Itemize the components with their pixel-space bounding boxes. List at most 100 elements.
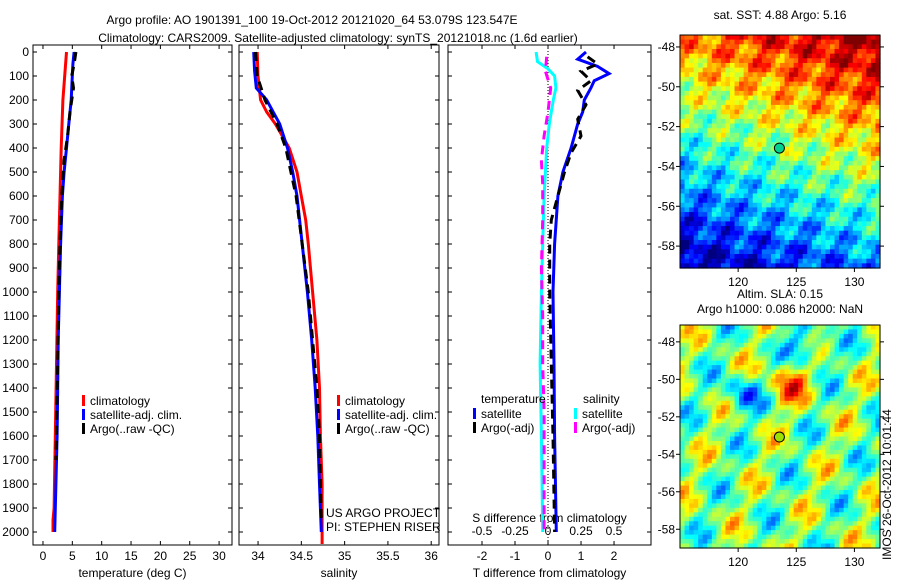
map-cell (848, 342, 854, 348)
map-cell (793, 123, 799, 129)
map-cell (820, 467, 827, 473)
map-cell (866, 423, 872, 429)
map-cell (870, 244, 877, 250)
map-cell (852, 543, 858, 549)
map-cell (843, 81, 849, 87)
map-cell (834, 123, 840, 129)
map-cell (789, 427, 795, 433)
map-cell (875, 226, 881, 232)
map-cell (807, 440, 813, 447)
map-cell (707, 333, 713, 339)
map-cell (861, 39, 867, 45)
map-cell (861, 67, 867, 73)
map-cell (689, 481, 695, 487)
map-cell (770, 160, 777, 167)
map-cell (852, 258, 858, 264)
map-cell (689, 440, 695, 447)
map-cell (802, 418, 808, 424)
map-cell (816, 258, 822, 264)
map-cell (680, 356, 686, 362)
map-cell (870, 396, 877, 402)
map-cell (702, 472, 708, 478)
map-cell (843, 104, 849, 111)
map-cell (825, 360, 831, 366)
map-cell (784, 525, 790, 531)
map-cell (707, 240, 713, 246)
map-cell (866, 132, 872, 139)
map-cell (839, 382, 845, 389)
map-cell (761, 387, 767, 393)
map-cell (734, 165, 740, 171)
map-cell (807, 342, 813, 348)
map-cell (775, 490, 781, 496)
map-cell (766, 58, 772, 64)
map-cell (770, 476, 777, 482)
map-cell (693, 254, 699, 260)
map-cell (875, 476, 881, 482)
map-cell (748, 114, 754, 120)
map-cell (684, 490, 690, 496)
map-cell (743, 104, 749, 111)
map-cell (852, 507, 858, 513)
map-cell (775, 503, 781, 509)
map-title: Altim. SLA: 0.15 (737, 287, 823, 301)
y-tick-label: 300 (9, 117, 29, 131)
map-cell (707, 109, 713, 115)
map-cell (684, 198, 690, 204)
map-cell (766, 193, 772, 199)
map-cell (820, 360, 827, 366)
map-cell (830, 48, 836, 55)
map-cell (843, 543, 849, 549)
map-cell (716, 423, 722, 429)
map-cell (680, 503, 686, 509)
map-cell (730, 360, 736, 366)
map-cell (752, 160, 758, 167)
map-cell (816, 490, 822, 496)
legend-swatch (574, 422, 577, 433)
map-cell (707, 374, 713, 380)
map-cell (875, 198, 881, 204)
map-cell (834, 356, 840, 362)
map-cell (711, 72, 717, 78)
map-cell (689, 498, 695, 504)
map-cell (725, 378, 731, 384)
map-cell (702, 463, 708, 469)
map-cell (852, 360, 858, 366)
map-cell (775, 216, 781, 222)
legend-label: satellite-adj. clim. (90, 408, 182, 422)
map-cell (784, 53, 790, 59)
map-cell (698, 539, 704, 545)
map-cell (825, 445, 831, 451)
map-cell (789, 476, 795, 482)
map-cell (743, 463, 749, 469)
map-cell (834, 525, 840, 531)
map-cell (811, 333, 817, 339)
map-cell (857, 512, 863, 518)
map-cell (820, 382, 827, 389)
map-cell (693, 396, 699, 402)
map-cell (725, 467, 731, 473)
map-cell (789, 118, 795, 125)
map-cell (698, 449, 704, 455)
map-cell (870, 104, 877, 111)
map-cell (720, 423, 727, 429)
map-cell (870, 258, 877, 264)
y-tick-label: -54 (658, 447, 676, 461)
map-cell (775, 458, 781, 464)
map-cell (834, 423, 840, 429)
map-cell (866, 360, 872, 366)
map-cell (698, 221, 704, 227)
map-cell (830, 374, 836, 380)
map-cell (870, 132, 877, 139)
map-cell (734, 485, 740, 491)
map-cell (720, 226, 727, 232)
map-cell (739, 128, 745, 134)
map-cell (775, 226, 781, 232)
map-cell (711, 543, 717, 549)
map-cell (866, 174, 872, 181)
map-cell (807, 382, 813, 389)
map-cell (707, 490, 713, 496)
map-cell (793, 226, 799, 232)
map-cell (852, 104, 858, 111)
map-cell (830, 114, 836, 120)
